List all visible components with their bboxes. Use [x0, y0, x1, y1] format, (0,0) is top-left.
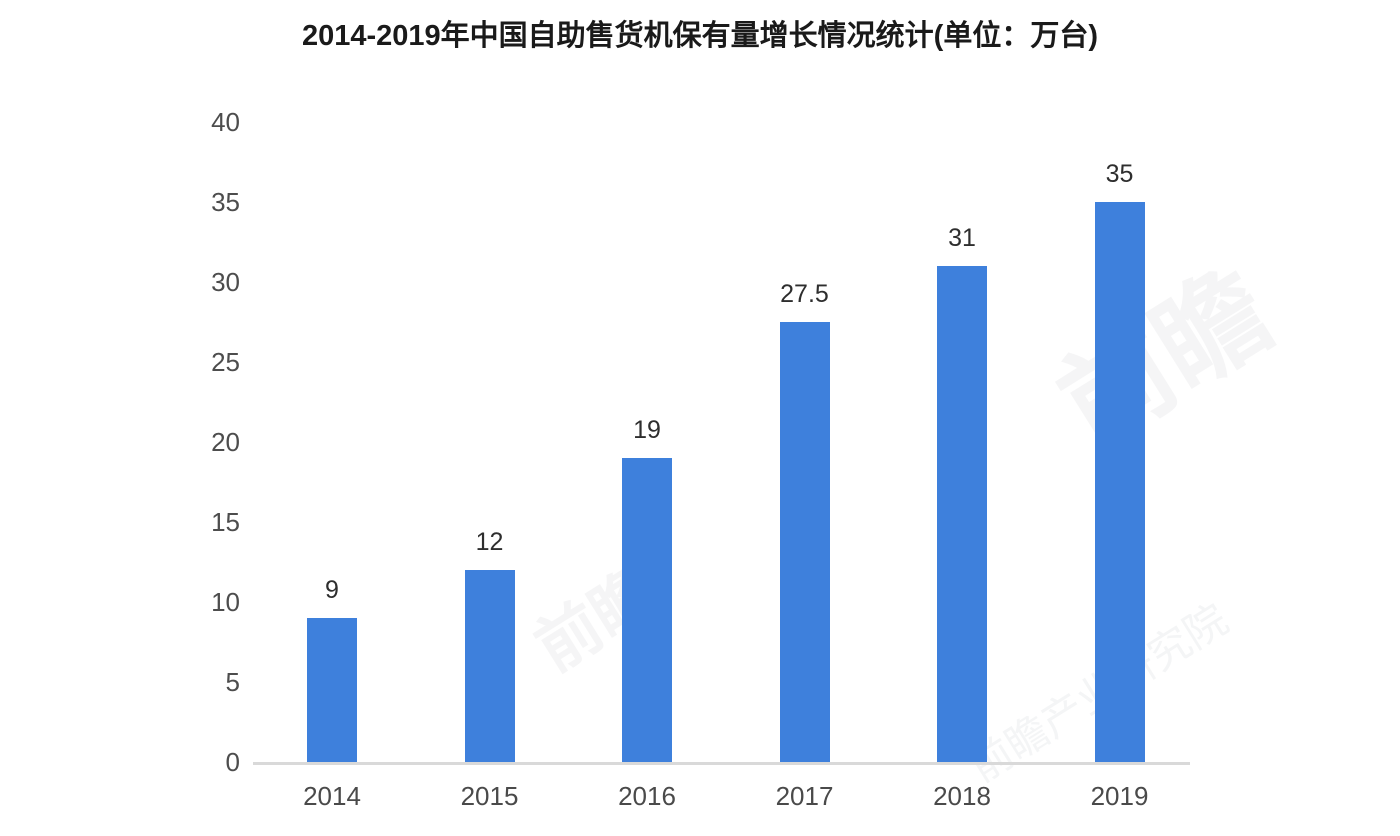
y-tick-label-20: 20 — [211, 427, 240, 457]
bar-value-label-2014: 9 — [325, 576, 339, 604]
y-tick-label-35: 35 — [211, 187, 240, 217]
y-tick-label-25: 25 — [211, 347, 240, 377]
chart-title: 2014-2019年中国自助售货机保有量增长情况统计(单位：万台) — [301, 20, 1098, 52]
y-tick-label-5: 5 — [225, 667, 240, 697]
y-tick-label-0: 0 — [225, 747, 240, 777]
bar-2017 — [779, 322, 830, 762]
y-tick-label-10: 10 — [211, 587, 240, 617]
x-tick-label-2014: 2014 — [303, 781, 361, 811]
x-axis-line — [253, 762, 1190, 765]
bar-2015 — [464, 570, 515, 762]
x-tick-label-2018: 2018 — [933, 781, 991, 811]
bar-value-label-2018: 31 — [948, 224, 976, 252]
bar-value-label-2016: 19 — [633, 416, 661, 444]
y-tick-label-40: 40 — [211, 107, 240, 137]
bar-value-label-2015: 12 — [475, 528, 504, 556]
y-tick-label-30: 30 — [211, 267, 240, 297]
x-tick-label-2016: 2016 — [618, 781, 676, 811]
bar-2014 — [307, 618, 357, 762]
bar-2018 — [937, 266, 987, 762]
y-tick-label-15: 15 — [211, 507, 240, 537]
bar-value-label-2019: 35 — [1105, 160, 1134, 188]
bar-2016 — [622, 458, 672, 762]
x-tick-label-2019: 2019 — [1090, 781, 1149, 811]
x-tick-label-2017: 2017 — [775, 781, 834, 811]
bar-2019 — [1094, 202, 1145, 762]
bar-value-label-2017: 27.5 — [780, 280, 829, 308]
x-tick-label-2015: 2015 — [460, 781, 519, 811]
watermark: 前瞻 — [1039, 248, 1292, 470]
